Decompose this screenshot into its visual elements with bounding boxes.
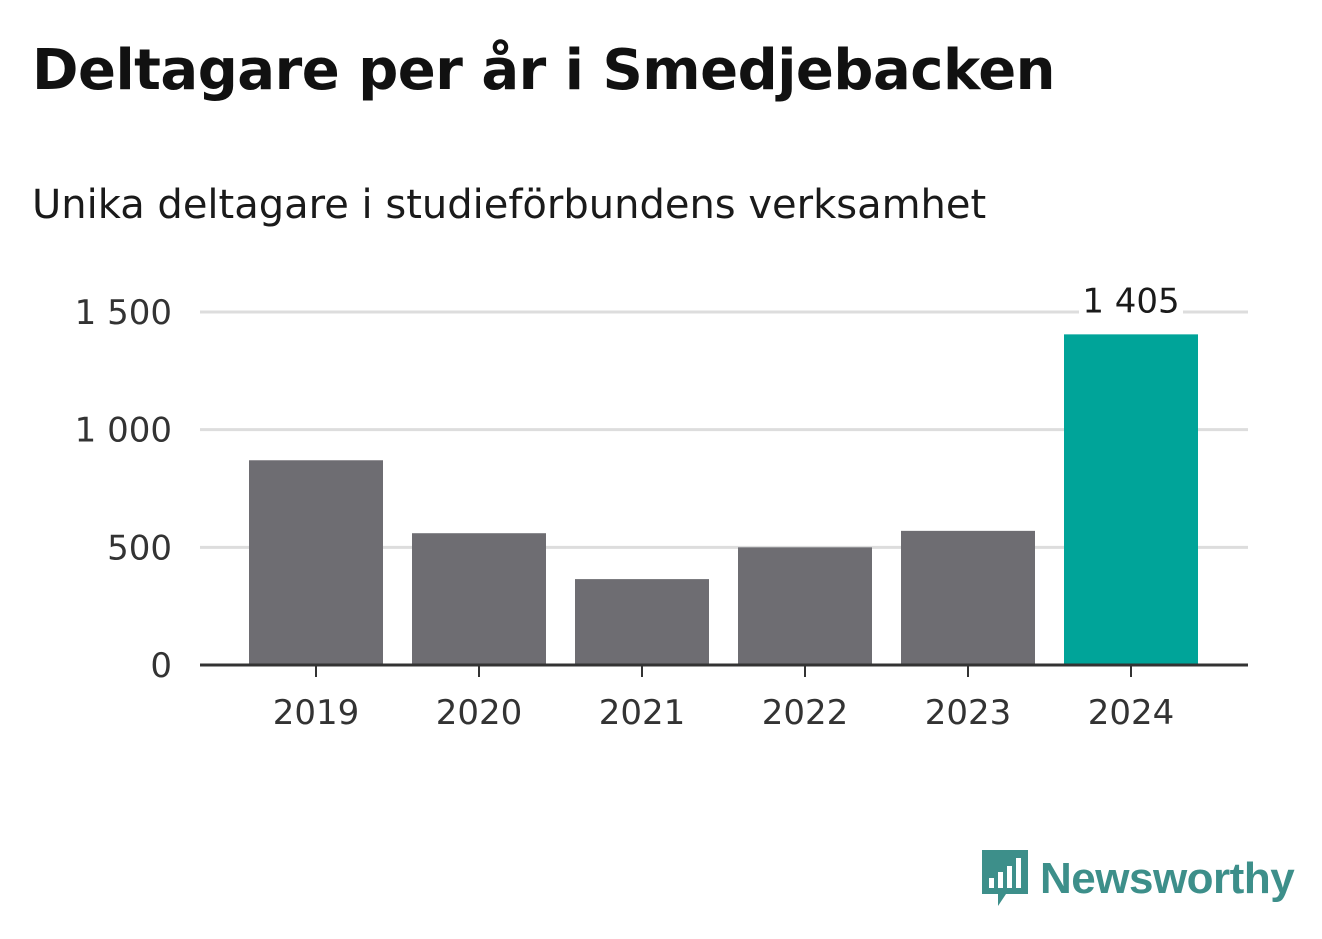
data-label-background [1079, 284, 1183, 325]
x-tick-label: 2020 [436, 693, 523, 733]
bar-2021 [575, 579, 709, 665]
chart-subtitle: Unika deltagare i studieförbundens verks… [32, 182, 987, 228]
y-tick-label: 0 [150, 646, 172, 686]
newsworthy-logo-icon [982, 850, 1028, 906]
x-tick-label: 2022 [762, 693, 849, 733]
y-axis-tick-labels: 0 500 1 000 1 500 [75, 293, 172, 686]
bar-2023 [901, 530, 1035, 665]
bar-2020 [412, 533, 546, 665]
bar-2022 [738, 547, 872, 665]
bar-2024 [1064, 334, 1198, 665]
data-labels: 1 405 [1079, 281, 1183, 325]
x-tick-label: 2019 [273, 693, 360, 733]
bar-2019 [249, 460, 383, 665]
data-label: 1 405 [1082, 281, 1179, 321]
logo-text: Newsworthy [1040, 854, 1295, 903]
bars [249, 334, 1198, 665]
chart-title: Deltagare per år i Smedjebacken [32, 38, 1056, 103]
x-axis-tick-labels: 2019 2020 2021 2022 2023 2024 [273, 693, 1175, 733]
x-tick-label: 2024 [1088, 693, 1175, 733]
y-tick-label: 1 000 [75, 411, 172, 451]
x-axis [200, 663, 1248, 677]
y-tick-label: 1 500 [75, 293, 172, 333]
newsworthy-logo: Newsworthy [980, 848, 1295, 910]
x-tick-label: 2021 [599, 693, 686, 733]
x-tick-label: 2023 [925, 693, 1012, 733]
y-tick-label: 500 [107, 528, 172, 568]
